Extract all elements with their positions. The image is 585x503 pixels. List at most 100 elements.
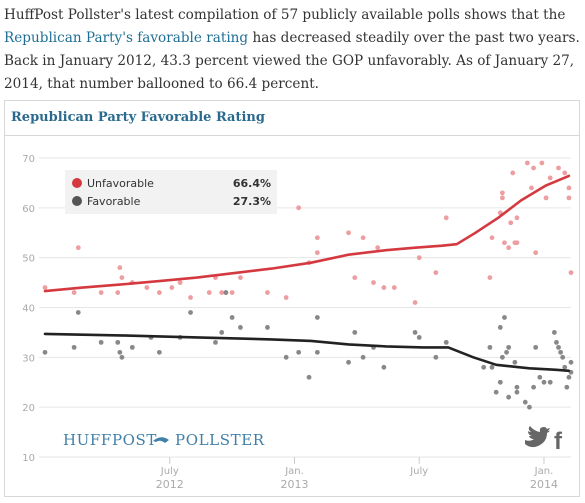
favorable-poll-point bbox=[493, 389, 499, 395]
unfavorable-poll-point bbox=[489, 235, 495, 241]
favorable-poll-point bbox=[352, 330, 358, 335]
favorable-poll-point bbox=[489, 364, 495, 370]
favorable-poll-point bbox=[213, 339, 218, 345]
favorable-rating-link[interactable]: Republican Party's favorable rating bbox=[4, 30, 249, 46]
favorable-poll-point bbox=[533, 344, 539, 350]
unfavorable-poll-point bbox=[433, 270, 439, 276]
x-tick-label: Jan. bbox=[284, 466, 304, 477]
favorable-poll-point bbox=[443, 339, 449, 345]
favorable-poll-point bbox=[238, 325, 243, 330]
favorable-poll-point bbox=[504, 349, 509, 355]
unfavorable-poll-point bbox=[566, 195, 572, 201]
y-tick-label: 10 bbox=[22, 453, 35, 464]
unfavorable-poll-point bbox=[206, 290, 212, 295]
unfavorable-poll-point bbox=[156, 290, 162, 295]
chart-card: Republican Party Favorable Rating 10 20 30… bbox=[4, 100, 580, 497]
favorable-poll-point bbox=[562, 364, 568, 370]
favorable-poll-point bbox=[564, 384, 570, 390]
favorable-poll-point bbox=[497, 325, 503, 330]
favorable-poll-point bbox=[306, 374, 312, 380]
unfavorable-poll-point bbox=[265, 290, 270, 295]
unfavorable-poll-point bbox=[487, 275, 493, 280]
favorable-poll-point bbox=[506, 394, 512, 400]
unfavorable-poll-point bbox=[177, 280, 183, 285]
unfavorable-poll-point bbox=[533, 250, 539, 256]
favorable-poll-point bbox=[502, 315, 507, 320]
unfavorable-poll-point bbox=[229, 290, 235, 295]
unfavorable-poll-point bbox=[219, 290, 225, 295]
favorable-poll-point bbox=[314, 315, 320, 320]
unfavorable-poll-point bbox=[371, 280, 376, 285]
unfavorable-poll-point bbox=[117, 265, 123, 271]
unfavorable-poll-point bbox=[346, 230, 351, 236]
favorable-poll-point bbox=[229, 315, 235, 320]
favorable-poll-point bbox=[188, 310, 193, 315]
favorable-poll-point bbox=[219, 330, 225, 335]
unfavorable-trend-line bbox=[43, 174, 571, 293]
favorable-poll-point bbox=[560, 354, 566, 360]
unfavorable-poll-point bbox=[502, 240, 507, 246]
legend-unfavorable-label: Unfavorable bbox=[87, 177, 154, 190]
favorable-poll-point bbox=[537, 374, 543, 380]
legend-favorable-value: 27.3% bbox=[233, 195, 271, 208]
favorable-poll-point bbox=[75, 310, 81, 315]
legend-unfavorable-value: 66.4% bbox=[233, 177, 271, 190]
unfavorable-poll-point bbox=[547, 175, 553, 181]
legend-unfavorable-swatch bbox=[72, 178, 82, 188]
favorable-poll-point bbox=[527, 404, 532, 410]
unfavorable-poll-point bbox=[314, 250, 320, 256]
y-tick-label: 40 bbox=[22, 304, 35, 315]
y-tick-label: 50 bbox=[22, 254, 35, 265]
unfavorable-poll-point bbox=[524, 160, 530, 166]
intro-text-1: HuffPost Pollster's latest compilation o… bbox=[4, 7, 566, 23]
facebook-icon[interactable]: f bbox=[554, 428, 563, 455]
favorable-poll-point bbox=[547, 379, 553, 385]
unfavorable-poll-point bbox=[238, 275, 243, 280]
unfavorable-poll-point bbox=[75, 245, 81, 251]
favorable-poll-point bbox=[499, 354, 505, 360]
favorable-poll-point bbox=[412, 330, 418, 335]
favorable-poll-point bbox=[296, 349, 302, 355]
unfavorable-poll-point bbox=[115, 290, 121, 295]
favorable-poll-point bbox=[558, 349, 564, 355]
legend-favorable-swatch bbox=[72, 196, 82, 206]
favorable-poll-point bbox=[541, 379, 547, 385]
unfavorable-poll-point bbox=[514, 215, 520, 221]
legend-favorable-label: Favorable bbox=[87, 195, 141, 208]
brand-huffpost: HUFFPOST bbox=[63, 431, 157, 449]
x-tick-label: Jan. bbox=[534, 466, 554, 477]
favorable-poll-point bbox=[381, 364, 387, 370]
unfavorable-poll-point bbox=[508, 220, 514, 226]
favorable-poll-point bbox=[156, 349, 162, 355]
unfavorable-poll-point bbox=[539, 160, 545, 166]
favorable-poll-point bbox=[514, 389, 520, 395]
unfavorable-poll-point bbox=[510, 170, 516, 176]
unfavorable-poll-point bbox=[543, 195, 549, 201]
twitter-bird-icon[interactable] bbox=[525, 426, 550, 448]
y-tick-label: 60 bbox=[22, 204, 35, 215]
unfavorable-poll-point bbox=[360, 235, 366, 241]
unfavorable-poll-point bbox=[188, 295, 193, 300]
brand-swoosh-icon bbox=[153, 437, 169, 443]
favorable-poll-point bbox=[551, 330, 557, 335]
unfavorable-poll-point bbox=[412, 300, 418, 305]
y-tick-label: 20 bbox=[22, 403, 35, 414]
favorable-poll-point bbox=[512, 359, 518, 365]
favorable-trend-line bbox=[43, 332, 571, 373]
unfavorable-poll-point bbox=[119, 275, 125, 280]
unfavorable-poll-point bbox=[314, 235, 320, 241]
unfavorable-poll-point bbox=[375, 245, 381, 251]
favorable-poll-point bbox=[514, 384, 520, 390]
unfavorable-poll-point bbox=[98, 290, 104, 295]
unfavorable-poll-point bbox=[556, 165, 561, 171]
intro-text-2: has decreased steadily over the past two… bbox=[4, 30, 580, 92]
unfavorable-poll-point bbox=[506, 245, 512, 251]
favorable-poll-point bbox=[283, 354, 289, 360]
favorable-poll-point bbox=[506, 344, 512, 350]
favorable-poll-point bbox=[497, 379, 503, 385]
favorable-poll-point bbox=[42, 349, 48, 355]
favorable-poll-point bbox=[119, 354, 125, 360]
chart-title: Republican Party Favorable Rating bbox=[11, 110, 265, 125]
favorable-poll-point bbox=[314, 349, 320, 355]
